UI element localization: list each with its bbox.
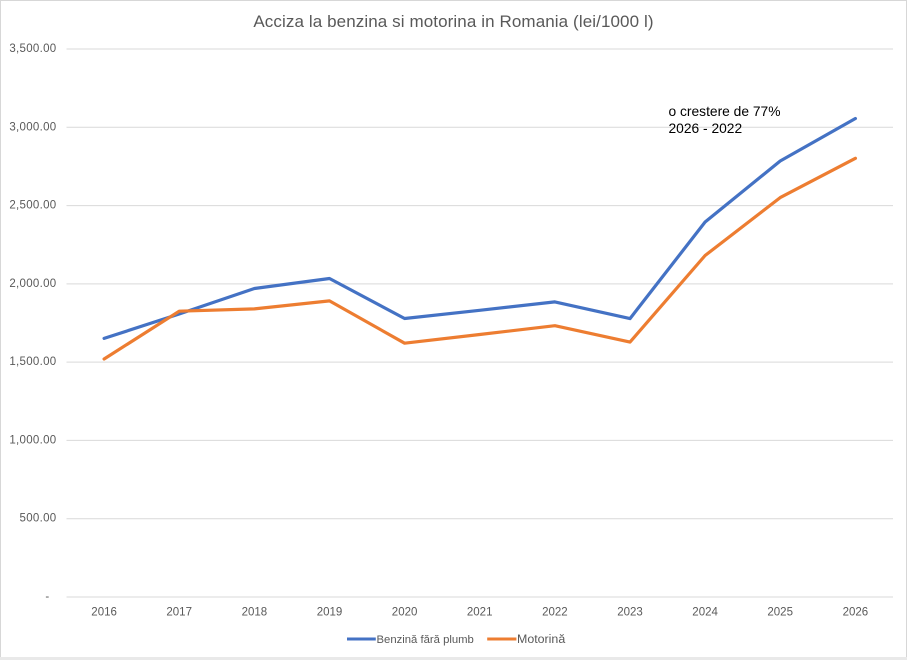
svg-text:1,500.00: 1,500.00 (9, 356, 56, 368)
svg-text:Motorină: Motorină (517, 632, 565, 646)
svg-text:500.00: 500.00 (20, 513, 57, 525)
svg-text:2022: 2022 (542, 607, 568, 619)
svg-text:3,000.00: 3,000.00 (9, 121, 56, 133)
svg-text:2025: 2025 (767, 607, 793, 619)
svg-text:2026: 2026 (843, 607, 869, 619)
svg-text:2026 - 2022: 2026 - 2022 (669, 121, 743, 136)
svg-text:2018: 2018 (242, 607, 268, 619)
svg-text:Acciza la benzina si motorina: Acciza la benzina si motorina in Romania… (253, 12, 653, 31)
svg-text:2024: 2024 (692, 607, 718, 619)
svg-text:1,000.00: 1,000.00 (9, 434, 56, 446)
svg-text:2023: 2023 (617, 607, 643, 619)
svg-text:o crestere de 77%: o crestere de 77% (669, 104, 781, 119)
svg-text:2019: 2019 (317, 607, 343, 619)
svg-text:2021: 2021 (467, 607, 493, 619)
svg-text:2016: 2016 (91, 607, 117, 619)
svg-text:3,500.00: 3,500.00 (9, 43, 56, 55)
svg-text:2017: 2017 (166, 607, 192, 619)
svg-text:Benzină fără plumb: Benzină fără plumb (377, 634, 474, 646)
svg-text:2,500.00: 2,500.00 (9, 200, 56, 212)
svg-text:2,000.00: 2,000.00 (9, 278, 56, 290)
svg-text:-: - (45, 591, 49, 603)
svg-text:2020: 2020 (392, 607, 418, 619)
